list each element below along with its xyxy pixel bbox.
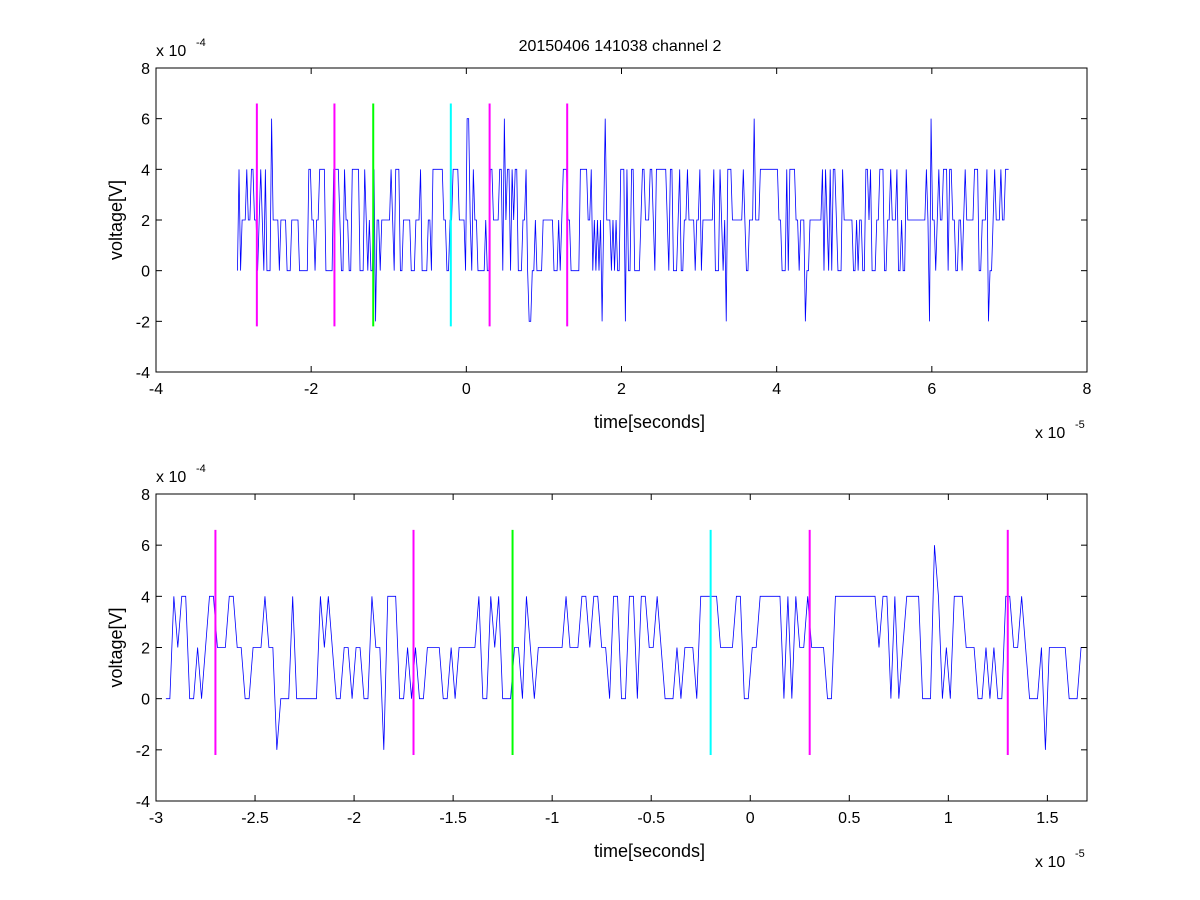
x-tick-label: -4 bbox=[149, 381, 163, 398]
x-tick-label: -3 bbox=[149, 810, 163, 827]
y-tick-label: 6 bbox=[141, 112, 150, 129]
x-tick-label: 4 bbox=[772, 381, 781, 398]
y-tick-label: -4 bbox=[136, 365, 150, 382]
x-tick-label: 1.5 bbox=[1036, 810, 1058, 827]
y-tick-label: 8 bbox=[141, 487, 150, 504]
y-tick-label: 6 bbox=[141, 538, 150, 555]
x-axis-label: time[seconds] bbox=[594, 412, 705, 432]
y-tick-label: 8 bbox=[141, 61, 150, 78]
figure-title: 20150406 141038 channel 2 bbox=[519, 38, 722, 55]
y-tick-label: 4 bbox=[141, 589, 150, 606]
x-exponent-power: -5 bbox=[1075, 419, 1085, 431]
axes-top: -4 -2 0 2 4 6 8 -4 -2 0 2 4 6 8 x 10 -4 x 10 -5 time[secon… bbox=[106, 37, 1092, 442]
x-tick-label: 6 bbox=[927, 381, 936, 398]
x-tick-label: -0.5 bbox=[637, 810, 665, 827]
x-tick-label: -1 bbox=[545, 810, 559, 827]
x-tick-label: -2 bbox=[347, 810, 361, 827]
x-exponent-power: -5 bbox=[1075, 848, 1085, 860]
x-tick-label: 0 bbox=[746, 810, 755, 827]
y-exponent-label: x 10 bbox=[156, 469, 186, 486]
x-tick-label: 2 bbox=[617, 381, 626, 398]
x-tick-label: -1.5 bbox=[439, 810, 467, 827]
y-axis-label: voltage[V] bbox=[106, 180, 126, 260]
y-tick-label: 0 bbox=[141, 264, 150, 281]
voltage-trace bbox=[165, 545, 1086, 750]
y-tick-label: 2 bbox=[141, 213, 150, 230]
voltage-trace bbox=[237, 118, 1009, 322]
x-tick-label: 1 bbox=[944, 810, 953, 827]
y-tick-label: -4 bbox=[136, 794, 150, 811]
y-tick-label: 4 bbox=[141, 162, 150, 179]
x-tick-label: -2.5 bbox=[241, 810, 269, 827]
y-tick-label: -2 bbox=[136, 314, 150, 331]
x-tick-label: 8 bbox=[1083, 381, 1092, 398]
y-exponent-power: -4 bbox=[196, 463, 206, 475]
x-tick-label: -2 bbox=[304, 381, 318, 398]
x-axis-label: time[seconds] bbox=[594, 841, 705, 861]
x-tick-label: 0 bbox=[462, 381, 471, 398]
y-exponent-power: -4 bbox=[196, 37, 206, 49]
y-tick-label: 2 bbox=[141, 641, 150, 658]
x-tick-label: 0.5 bbox=[838, 810, 860, 827]
y-exponent-label: x 10 bbox=[156, 43, 186, 60]
y-tick-label: 0 bbox=[141, 692, 150, 709]
x-exponent-label: x 10 bbox=[1035, 854, 1065, 871]
y-tick-label: -2 bbox=[136, 743, 150, 760]
x-exponent-label: x 10 bbox=[1035, 425, 1065, 442]
y-axis-label: voltage[V] bbox=[106, 607, 126, 687]
